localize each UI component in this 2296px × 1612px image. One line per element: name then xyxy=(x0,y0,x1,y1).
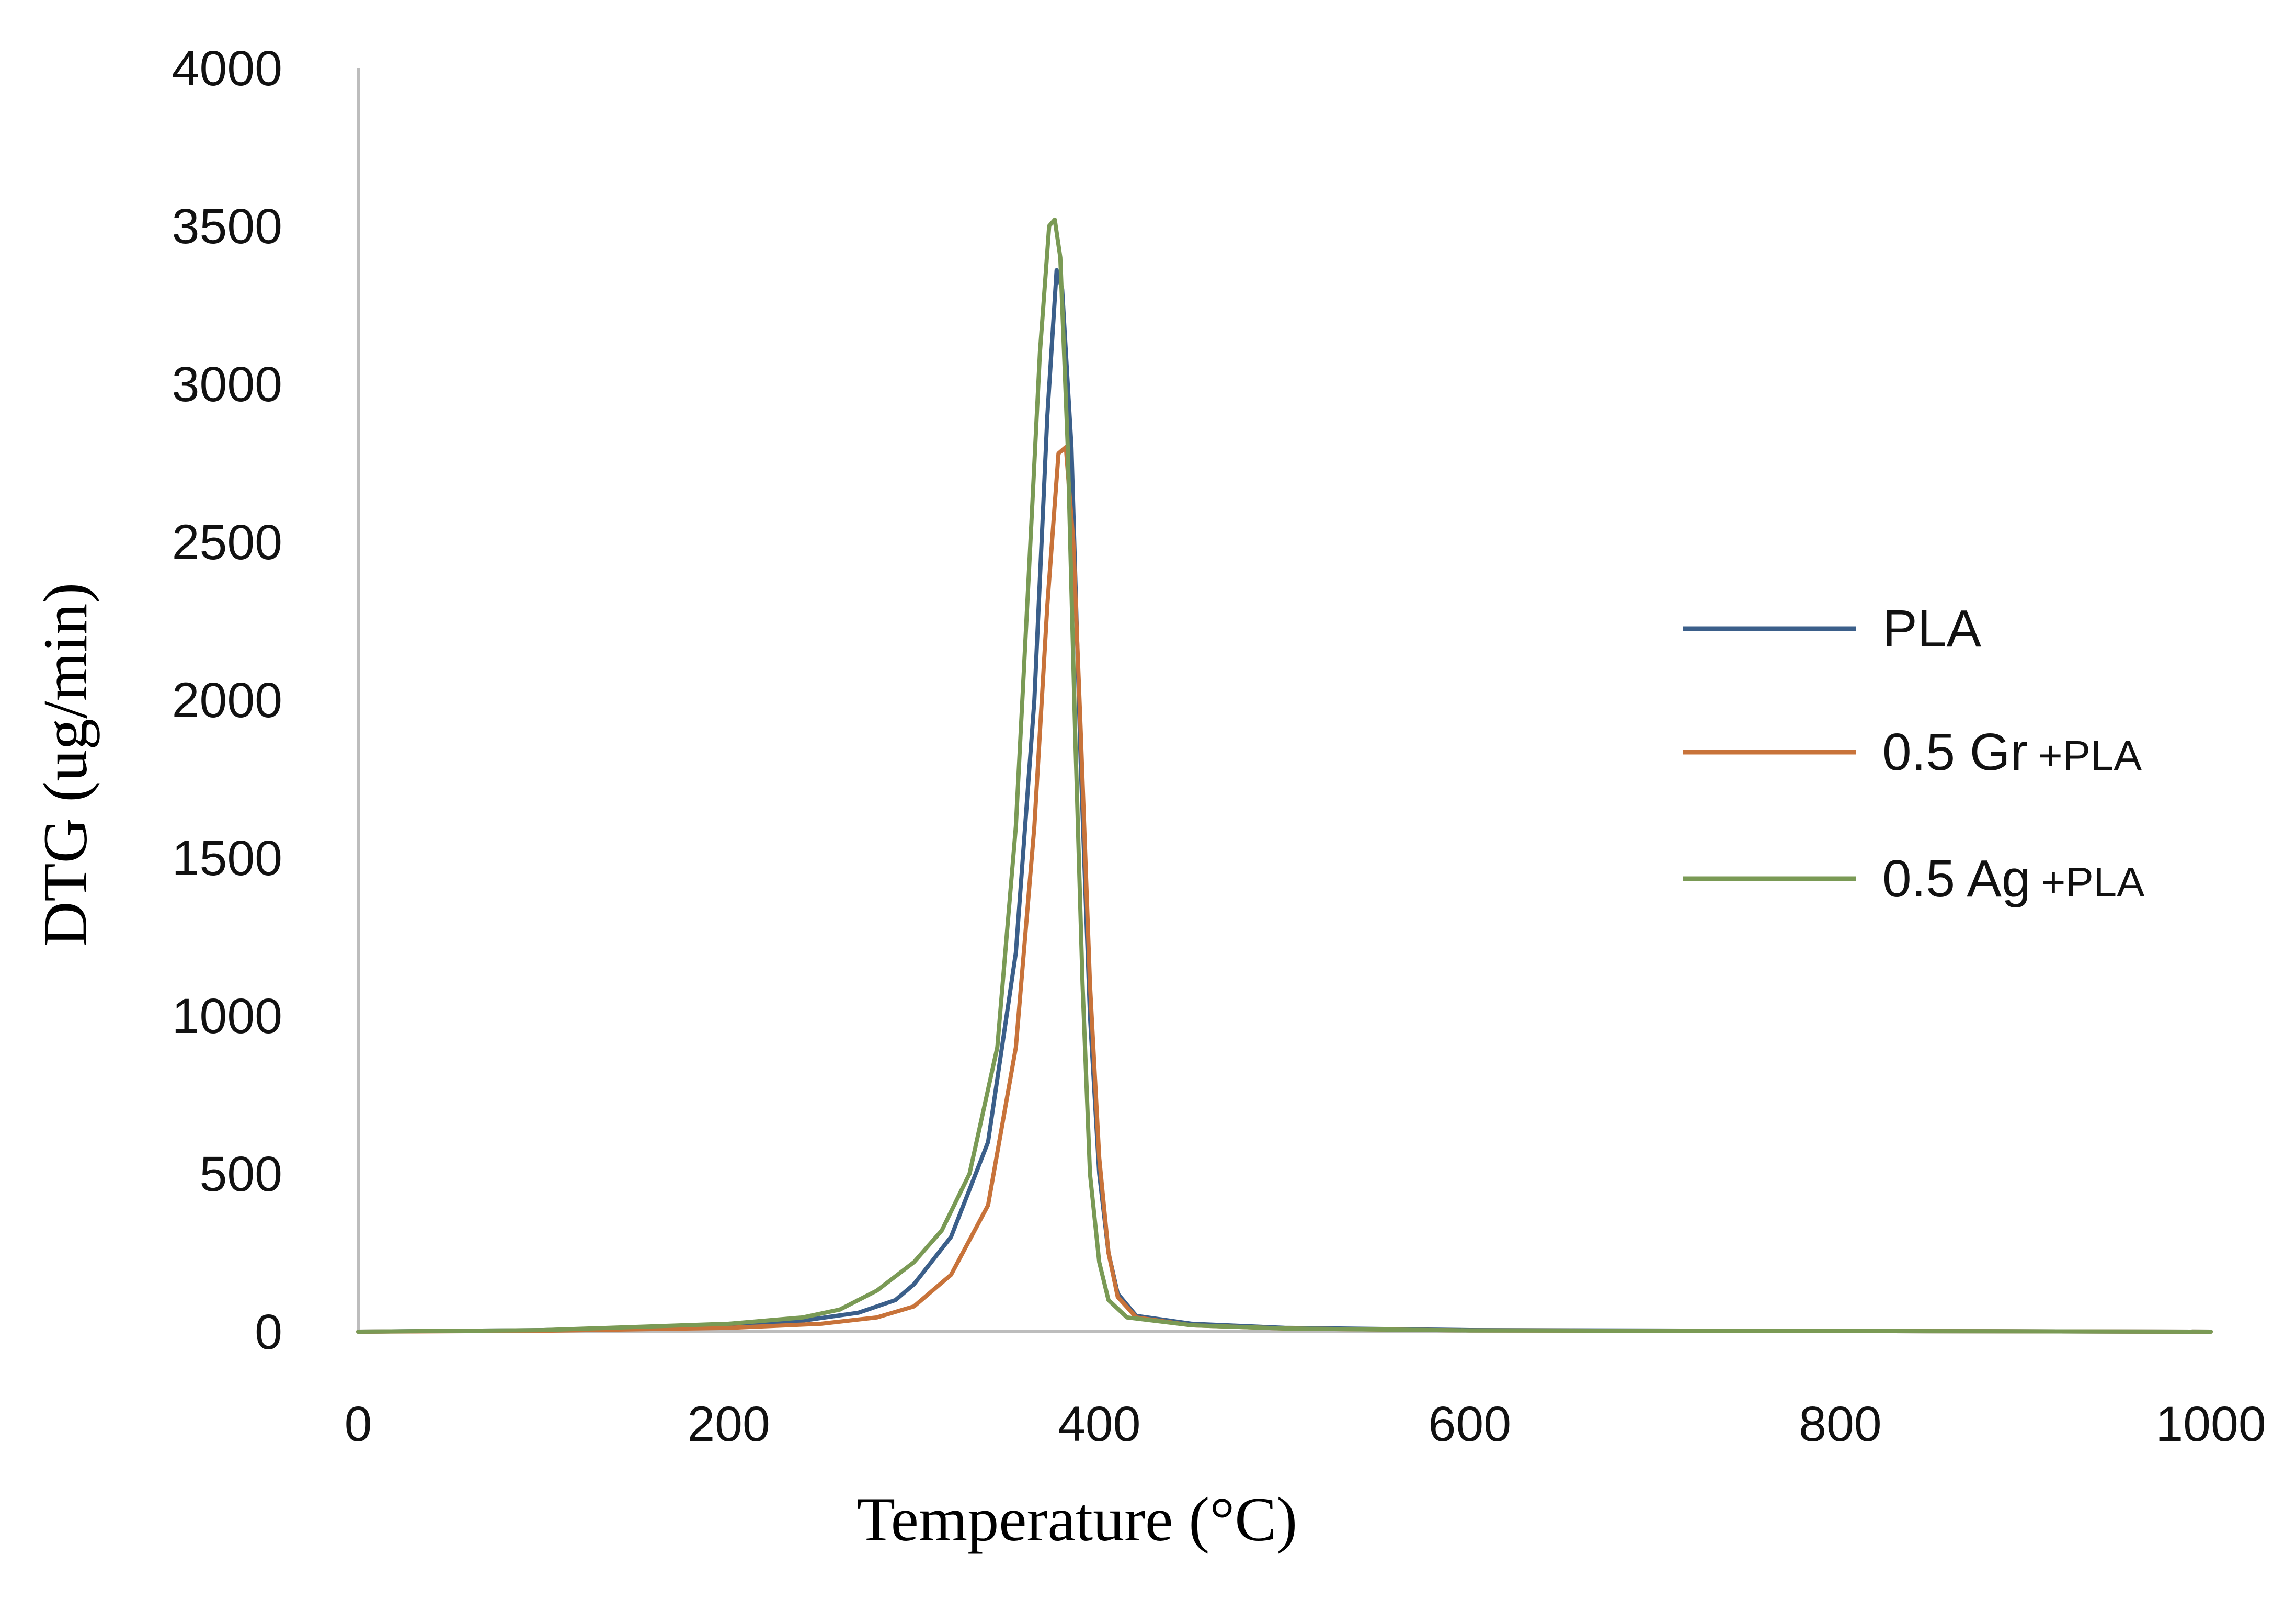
y-tick-label: 500 xyxy=(199,1146,282,1202)
legend-label-main: 0.5 Ag xyxy=(1882,849,2031,908)
y-tick-label: 2000 xyxy=(172,673,282,728)
x-tick-label: 0 xyxy=(345,1397,372,1452)
series-line-1 xyxy=(356,268,2213,1334)
legend-label-1: PLA xyxy=(1882,599,1981,658)
y-tick-label: 0 xyxy=(255,1304,282,1360)
legend-label-suffix: +PLA xyxy=(2041,859,2145,905)
y-tick-labels: 0 500 1000 1500 2000 2500 3000 3500 4000 xyxy=(172,41,282,1360)
y-tick-label: 3000 xyxy=(172,357,282,412)
legend-label-suffix: +PLA xyxy=(2038,732,2142,779)
y-tick-label: 4000 xyxy=(172,41,282,96)
x-tick-label: 800 xyxy=(1799,1397,1882,1452)
legend-label-main: PLA xyxy=(1882,599,1981,658)
x-axis-title: Temperature (°C) xyxy=(857,1484,1298,1554)
series-layer xyxy=(356,217,2213,1334)
series-line-3 xyxy=(356,217,2213,1334)
x-tick-label: 600 xyxy=(1429,1397,1512,1452)
x-tick-label: 400 xyxy=(1058,1397,1141,1452)
x-tick-label: 1000 xyxy=(2155,1397,2266,1452)
y-axis-title: DTG (ug/min) xyxy=(30,583,100,947)
plot-area xyxy=(356,68,2213,1334)
y-tick-label: 2500 xyxy=(172,515,282,570)
y-tick-label: 3500 xyxy=(172,199,282,254)
y-tick-label: 1000 xyxy=(172,989,282,1044)
x-tick-labels: 0 200 400 600 800 1000 xyxy=(345,1397,2266,1452)
legend-label-2: 0.5 Gr +PLA xyxy=(1882,723,2142,781)
legend-label-3: 0.5 Ag +PLA xyxy=(1882,849,2145,908)
legend-label-main: 0.5 Gr xyxy=(1882,723,2028,781)
x-tick-label: 200 xyxy=(687,1397,770,1452)
y-tick-label: 1500 xyxy=(172,831,282,886)
